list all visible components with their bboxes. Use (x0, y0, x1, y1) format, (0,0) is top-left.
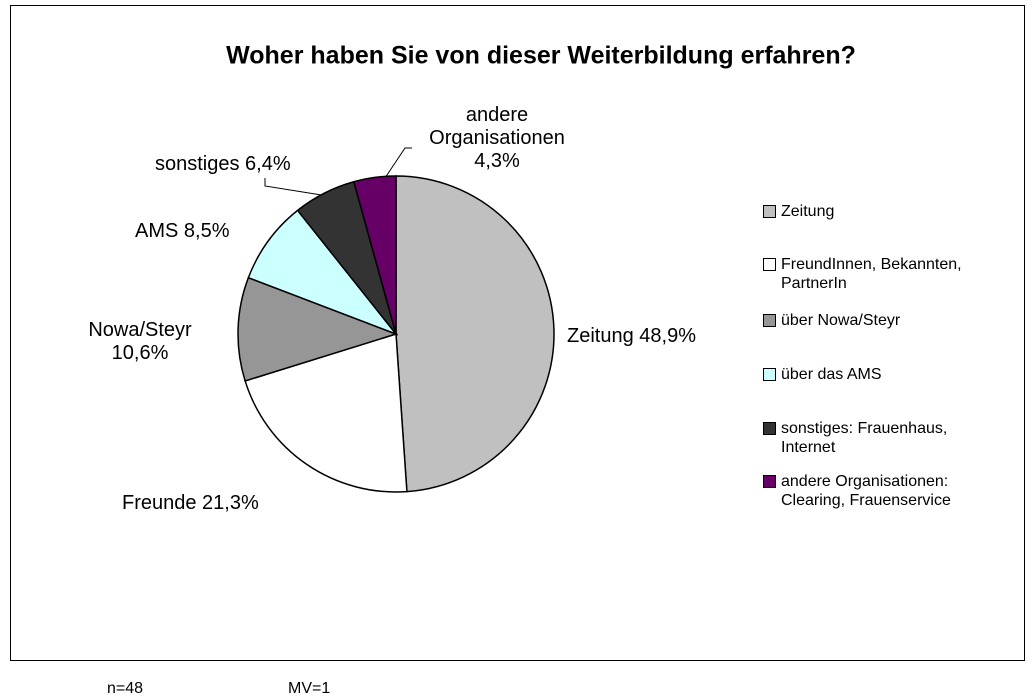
pie-slice (395, 175, 555, 493)
legend-label: über das AMS (781, 366, 882, 383)
data-label: Nowa/Steyr 10,6% (88, 319, 192, 364)
leader-line (384, 147, 412, 179)
legend-swatch (763, 258, 776, 271)
legend-swatch (763, 475, 776, 488)
legend-swatch (763, 314, 776, 327)
legend-label: über Nowa/Steyr (781, 312, 901, 329)
legend-label: FreundInnen, Bekannten, PartnerIn (781, 256, 962, 292)
pie-slice (247, 209, 399, 336)
legend-swatch (763, 368, 776, 381)
legend-label: Zeitung (781, 203, 835, 220)
footnote: MV=1 (288, 680, 331, 697)
legend-swatch (763, 205, 776, 218)
pie-slice (244, 333, 408, 493)
data-label: Zeitung 48,9% (567, 325, 696, 347)
footnote: n=48 (107, 680, 144, 697)
data-label: sonstiges 6,4% (155, 153, 291, 175)
data-label: Freunde 21,3% (122, 492, 259, 514)
legend-label: andere Organisationen: Clearing, Frauens… (781, 473, 951, 509)
legend-label: sonstiges: Frauenhaus, Internet (781, 420, 948, 456)
chart-title: Woher haben Sie von dieser Weiterbildung… (226, 42, 856, 70)
data-label: andere Organisationen 4,3% (429, 104, 565, 172)
legend-swatch (763, 422, 776, 435)
leader-line (264, 178, 335, 198)
pie-slice (237, 276, 399, 382)
pie-slice (352, 175, 397, 335)
data-label: AMS 8,5% (135, 220, 230, 242)
